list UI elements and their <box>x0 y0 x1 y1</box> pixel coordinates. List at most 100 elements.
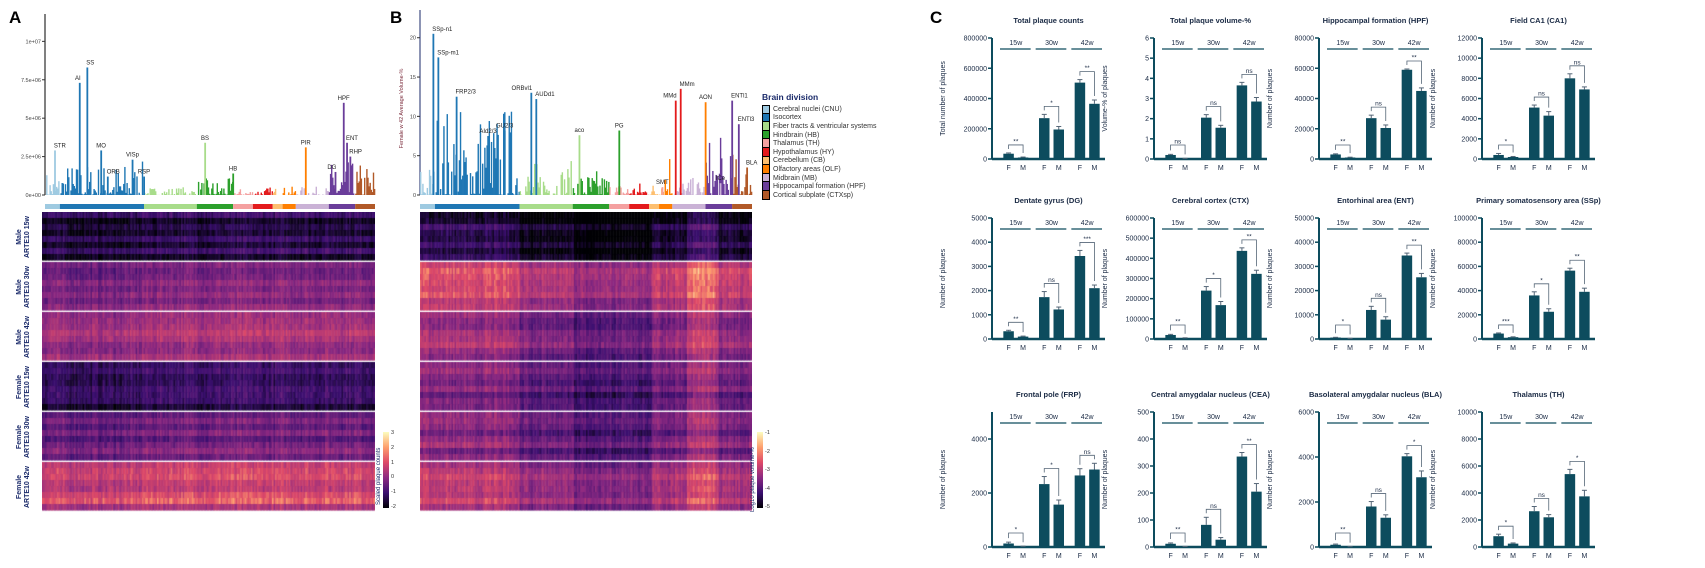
legend-label: Hindbrain (HB) <box>773 131 820 139</box>
row-group-sex: Female <box>16 374 23 400</box>
group-label: 15w <box>1499 414 1513 421</box>
x-tick-label: M <box>1383 345 1389 352</box>
region-bar <box>357 182 359 195</box>
y-tick-label: 20000 <box>1295 126 1315 133</box>
region-bar <box>151 189 154 195</box>
peak-label: DG <box>327 165 336 171</box>
x-tick-label: F <box>1532 553 1536 560</box>
region-bar <box>567 169 569 195</box>
region-bar <box>50 191 52 195</box>
region-bar <box>347 162 349 195</box>
bar-female <box>1401 456 1413 547</box>
region-bar <box>268 192 270 195</box>
peak-bar <box>578 135 581 195</box>
significance-label: ** <box>1175 319 1181 326</box>
region-bar <box>300 190 302 195</box>
region-bar <box>138 192 140 195</box>
y-tick-label: 2000 <box>1461 518 1477 525</box>
y-tick-label: 3 <box>1145 96 1149 103</box>
region-bar <box>163 191 166 195</box>
group-label: 30w <box>1535 414 1549 421</box>
region-bar <box>423 192 425 195</box>
legend-item: Hypothalamus (HY) <box>762 147 876 157</box>
region-bar <box>683 189 685 195</box>
region-bar <box>228 178 231 195</box>
y-tick-label: 4000 <box>1461 491 1477 498</box>
legend-title: Brain division <box>762 92 819 102</box>
panel-a-heatmap <box>42 212 375 512</box>
group-label: 42w <box>1571 40 1585 47</box>
region-bar <box>527 176 529 195</box>
region-bar <box>46 175 48 195</box>
region-bar <box>615 187 618 195</box>
legend-label: Cerebellum (CB) <box>773 157 826 165</box>
region-bar <box>677 191 680 195</box>
significance-bracket <box>1205 278 1222 298</box>
region-bar <box>313 193 315 195</box>
y-tick-label: 15 <box>410 75 416 81</box>
region-bar <box>458 160 461 195</box>
y-axis-label: Number of plaques <box>940 248 947 308</box>
peak-label: MMd <box>663 94 676 100</box>
region-bar <box>719 137 722 195</box>
bar-male <box>1251 101 1262 159</box>
region-bar <box>84 192 86 195</box>
bar-chart: Thalamus (TH) 0 2000 4000 6000 8000 10000 Numbe… <box>1430 390 1595 560</box>
region-bar <box>422 183 424 195</box>
bar-female <box>1003 331 1014 339</box>
region-bar <box>708 142 711 195</box>
region-bar <box>560 174 562 195</box>
peak-label: ICe <box>716 176 726 182</box>
panel-b-colorbar <box>757 432 763 508</box>
y-tick-label: 12000 <box>1458 36 1478 43</box>
region-bar <box>373 188 376 195</box>
bar-female <box>1165 543 1176 547</box>
significance-label: ** <box>1247 233 1253 240</box>
legend-label: Olfactory areas (OLF) <box>773 165 841 173</box>
region-bar <box>553 193 556 195</box>
division-strip-segment <box>434 204 520 209</box>
significance-label: ns <box>1375 292 1383 299</box>
region-bar <box>245 193 247 195</box>
bar-female <box>1165 334 1176 339</box>
y-tick-label: 80000 <box>1295 36 1315 43</box>
region-bar <box>526 191 528 195</box>
y-tick-label: 600000 <box>1126 216 1149 223</box>
region-bar <box>598 194 600 195</box>
region-bar <box>510 111 513 195</box>
bar-male <box>1251 273 1262 339</box>
bar-female <box>1366 309 1377 339</box>
region-bar <box>443 126 445 195</box>
region-bar <box>666 189 669 195</box>
x-tick-label: F <box>1496 165 1500 172</box>
heatmap-row-group-label: Male ARTE10 15w <box>4 212 44 262</box>
region-bar <box>473 193 475 195</box>
region-bar <box>459 112 462 195</box>
y-tick-label: 800000 <box>964 36 987 43</box>
region-bar <box>556 185 558 195</box>
region-bar <box>134 172 136 195</box>
region-bar <box>257 191 259 195</box>
region-bar <box>436 120 439 195</box>
region-bar <box>696 184 699 195</box>
region-bar <box>699 192 702 195</box>
chart-title: Basolateral amygdalar nucleus (BLA) <box>1309 390 1442 399</box>
region-bar <box>639 183 641 195</box>
region-bar <box>454 175 456 195</box>
peak-bar <box>679 88 682 195</box>
peak-bar <box>100 150 103 195</box>
y-tick-label: 500 <box>1137 410 1149 417</box>
x-tick-label: M <box>1546 165 1552 172</box>
legend-swatch <box>762 190 770 200</box>
y-tick-label: 0 <box>983 337 987 344</box>
region-bar <box>713 186 715 195</box>
legend-label: Cortical subplate (CTXsp) <box>773 191 854 199</box>
region-bar <box>485 167 487 195</box>
region-bar <box>665 191 668 195</box>
region-bar <box>332 177 334 195</box>
significance-bracket <box>1569 65 1585 83</box>
division-strip-segment <box>328 204 356 209</box>
region-bar <box>237 193 239 195</box>
region-bar <box>539 177 541 195</box>
x-tick-label: F <box>1204 165 1208 172</box>
